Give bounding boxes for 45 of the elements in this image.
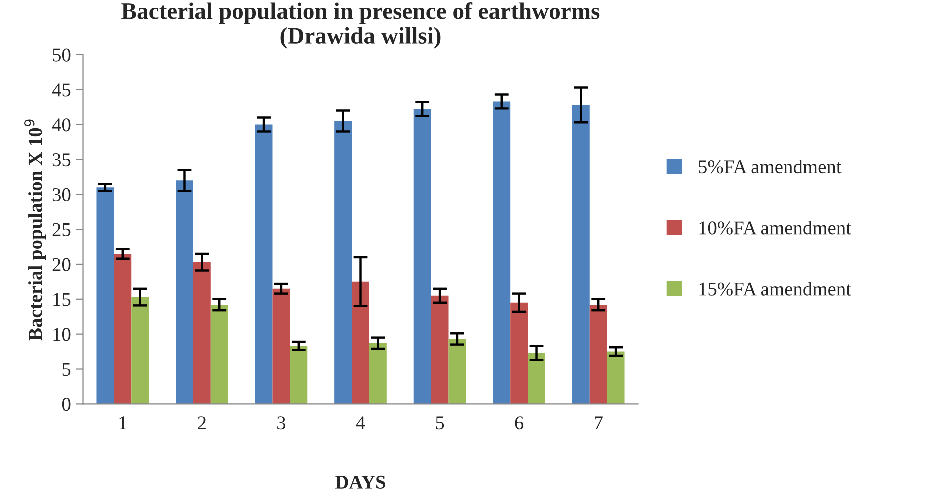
bar — [272, 288, 290, 404]
bar — [431, 296, 449, 404]
x-tick-label: 5 — [436, 416, 444, 430]
bar — [352, 282, 370, 404]
y-tick-label: 50 — [53, 48, 71, 62]
bar — [590, 304, 608, 404]
bar — [96, 188, 114, 404]
y-tick-label: 20 — [52, 258, 71, 272]
legend-label: 15%FA amendment — [700, 282, 852, 296]
y-tick-label: 25 — [52, 223, 71, 236]
bar — [493, 102, 511, 404]
bar — [607, 352, 625, 404]
y-tick-label: 35 — [52, 154, 71, 167]
bar — [448, 339, 466, 404]
x-tick-label: 4 — [356, 416, 366, 430]
x-axis-title: DAYS — [336, 476, 386, 489]
bar — [290, 346, 308, 404]
y-tick-label: 0 — [62, 398, 71, 412]
bar — [414, 109, 432, 404]
y-tick-label: 10 — [54, 328, 71, 342]
x-tick-label: 1 — [120, 416, 127, 430]
y-tick-label: 5 — [62, 363, 71, 376]
bar — [132, 297, 150, 404]
x-tick-label: 7 — [595, 416, 603, 430]
bar — [572, 105, 590, 404]
y-tick-label: 30 — [52, 188, 71, 202]
x-tick-label: 3 — [278, 416, 286, 430]
legend-label: 5%FA amendment — [699, 160, 842, 174]
bar — [255, 124, 273, 404]
legend-label: 10%FA amendment — [700, 221, 852, 235]
bar — [510, 302, 528, 404]
bar — [114, 254, 132, 404]
y-tick-label: 40 — [52, 118, 71, 132]
x-tick-label: 6 — [515, 416, 524, 430]
bar — [210, 304, 228, 404]
bar — [176, 180, 194, 404]
y-tick-label: 45 — [52, 84, 71, 97]
x-tick-label: 2 — [198, 416, 206, 430]
y-tick-label: 15 — [54, 293, 71, 306]
bar — [369, 343, 387, 404]
y-axis-title: Bacterial population X 10$^{9}$ — [24, 120, 46, 341]
bar — [334, 121, 352, 404]
chart-title: Bacterial population in presence of earthworms (Drawida willsi) — [122, 2, 600, 49]
bar — [528, 353, 546, 404]
bar — [193, 262, 211, 404]
